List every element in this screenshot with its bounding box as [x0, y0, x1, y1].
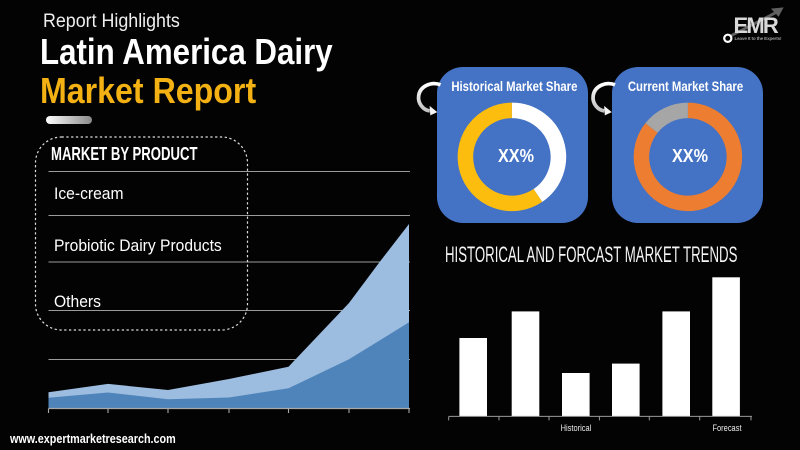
svg-text:EMR: EMR: [734, 13, 779, 38]
svg-text:Leave It to the Experts!: Leave It to the Experts!: [735, 36, 782, 41]
